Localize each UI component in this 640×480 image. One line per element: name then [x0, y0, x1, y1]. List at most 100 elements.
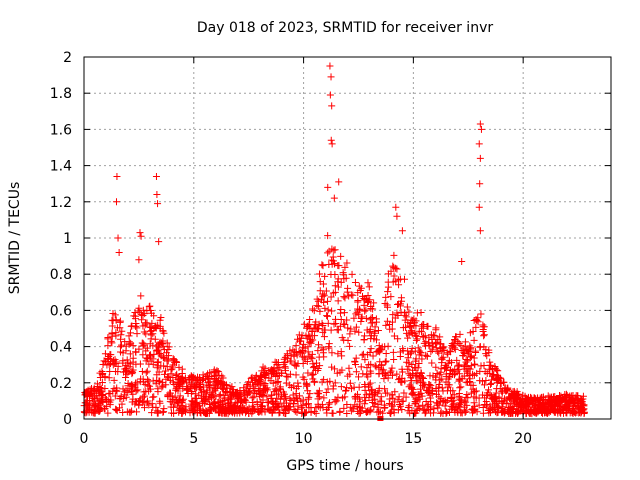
grid: [84, 57, 611, 419]
data-point: [329, 409, 337, 417]
data-point: [494, 403, 502, 411]
data-point: [308, 371, 316, 379]
data-point: [399, 397, 407, 405]
data-point: [524, 393, 532, 401]
data-point: [231, 402, 239, 410]
data-point: [476, 227, 484, 235]
data-point: [128, 398, 136, 406]
data-point: [324, 183, 332, 191]
data-point: [570, 399, 578, 407]
data-point: [170, 409, 178, 417]
data-point: [169, 374, 177, 382]
data-point: [219, 400, 227, 408]
data-point: [327, 293, 335, 301]
data-point: [142, 347, 150, 355]
data-point: [454, 402, 462, 410]
data-point: [404, 403, 412, 411]
data-point: [261, 381, 269, 389]
data-point: [493, 402, 501, 410]
data-point: [338, 352, 346, 360]
data-point: [428, 340, 436, 348]
data-point: [280, 355, 288, 363]
data-point: [476, 120, 484, 128]
data-point: [270, 403, 278, 411]
data-point: [378, 361, 386, 369]
data-point: [244, 387, 252, 395]
data-point: [358, 315, 366, 323]
data-point: [261, 408, 269, 416]
data-point: [381, 358, 389, 366]
data-point: [165, 343, 173, 351]
data-point: [401, 275, 408, 283]
data-point: [307, 337, 315, 345]
data-point: [206, 401, 214, 409]
data-point: [420, 339, 428, 347]
data-point: [437, 365, 445, 373]
data-point: [161, 367, 169, 375]
data-point: [109, 361, 117, 369]
data-point: [287, 397, 295, 405]
data-point: [153, 371, 161, 379]
data-point: [403, 303, 411, 311]
data-point: [106, 368, 114, 376]
data-point: [148, 327, 156, 335]
data-point: [276, 385, 284, 393]
data-point: [427, 347, 435, 355]
data-point: [281, 359, 289, 367]
data-point: [134, 307, 142, 315]
data-point: [236, 387, 244, 395]
data-point: [341, 263, 349, 271]
data-point: [324, 249, 332, 257]
data-point: [306, 338, 314, 346]
data-point: [575, 404, 583, 412]
data-point: [388, 318, 396, 326]
data-point: [381, 299, 389, 307]
data-point: [441, 364, 449, 372]
data-point: [186, 376, 194, 384]
data-point: [325, 403, 333, 411]
data-point: [402, 323, 410, 331]
data-point: [147, 385, 154, 393]
data-point: [292, 362, 300, 370]
data-point: [214, 398, 222, 406]
data-point: [411, 347, 419, 355]
data-point: [423, 352, 431, 360]
data-point: [390, 263, 398, 271]
data-point: [467, 352, 475, 360]
data-point: [456, 330, 464, 338]
data-point: [394, 276, 402, 284]
data-point: [556, 402, 564, 410]
data-point: [411, 400, 419, 408]
data-point: [187, 400, 195, 408]
data-point: [231, 392, 239, 400]
data-point: [107, 351, 115, 359]
data-point: [399, 345, 407, 353]
data-point: [162, 381, 170, 389]
data-point: [225, 405, 233, 413]
data-point: [136, 229, 144, 237]
data-point: [544, 402, 552, 410]
data-point: [454, 409, 462, 417]
data-point: [204, 379, 212, 387]
data-point: [540, 404, 548, 412]
data-point: [333, 369, 341, 377]
data-point: [491, 364, 499, 372]
data-point: [159, 408, 167, 416]
data-point: [221, 396, 229, 404]
data-point: [355, 305, 363, 313]
data-point: [382, 293, 390, 301]
data-point: [561, 402, 569, 410]
data-point: [498, 389, 506, 397]
data-point: [514, 395, 522, 403]
data-point: [390, 272, 398, 280]
data-point: [188, 372, 196, 380]
data-point: [314, 395, 322, 403]
data-point: [560, 409, 568, 417]
data-point: [448, 344, 456, 352]
data-point: [147, 335, 155, 343]
data-point: [393, 265, 401, 273]
data-point: [249, 398, 257, 406]
data-point: [231, 409, 239, 417]
data-point: [361, 307, 369, 315]
data-point: [255, 408, 263, 416]
